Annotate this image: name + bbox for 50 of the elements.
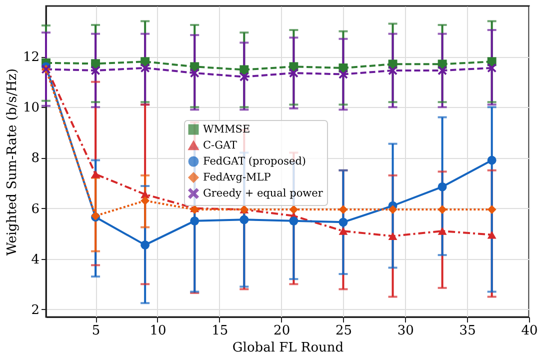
- point: [388, 232, 398, 240]
- point: [190, 68, 200, 78]
- point: [140, 63, 150, 72]
- x-tick-label: 10: [150, 324, 166, 338]
- point: [240, 215, 249, 224]
- y-tick-label: 10: [22, 100, 40, 116]
- y-tick-label: 2: [31, 302, 40, 318]
- x-tick-label: 40: [521, 324, 538, 338]
- point: [140, 240, 150, 250]
- point: [91, 59, 100, 68]
- point: [438, 182, 447, 192]
- point: [338, 218, 348, 227]
- point: [190, 216, 200, 226]
- point: [240, 65, 249, 74]
- point: [91, 66, 100, 75]
- x-tick-label: 15: [212, 324, 228, 338]
- point: [438, 205, 447, 214]
- point: [487, 230, 496, 239]
- x-tick-label: 30: [397, 324, 414, 338]
- point: [289, 216, 298, 226]
- point: [140, 196, 150, 206]
- x-tick-label: 20: [274, 324, 290, 338]
- x-tick-label: 25: [335, 324, 352, 338]
- legend-label: FedAvg-MLP: [203, 172, 271, 184]
- legend-label: C-GAT: [203, 140, 237, 152]
- y-tick-label: 4: [31, 252, 40, 268]
- legend-label: Greedy + equal power: [203, 188, 324, 200]
- point: [338, 205, 348, 214]
- point: [240, 72, 249, 82]
- point: [91, 170, 100, 178]
- point: [338, 227, 348, 235]
- y-tick-label: 12: [22, 50, 40, 66]
- y-tick-label: 8: [31, 151, 40, 166]
- point: [388, 205, 398, 214]
- point: [388, 66, 398, 75]
- x-axis-title: Global FL Round: [232, 340, 344, 356]
- legend-label: FedGAT (proposed): [203, 156, 306, 168]
- y-axis-title: Weighted Sum-Rate (b/s/Hz): [4, 68, 20, 256]
- point: [487, 156, 496, 165]
- x-tick-label: 35: [459, 324, 476, 338]
- point: [438, 66, 447, 75]
- x-tick-label: 5: [92, 324, 100, 338]
- point: [289, 68, 298, 78]
- legend-label: WMMSE: [203, 124, 250, 136]
- point: [438, 227, 447, 235]
- y-tick-label: 6: [31, 202, 40, 217]
- point: [338, 70, 348, 79]
- point: [487, 63, 496, 72]
- point: [289, 205, 298, 214]
- point: [487, 205, 496, 214]
